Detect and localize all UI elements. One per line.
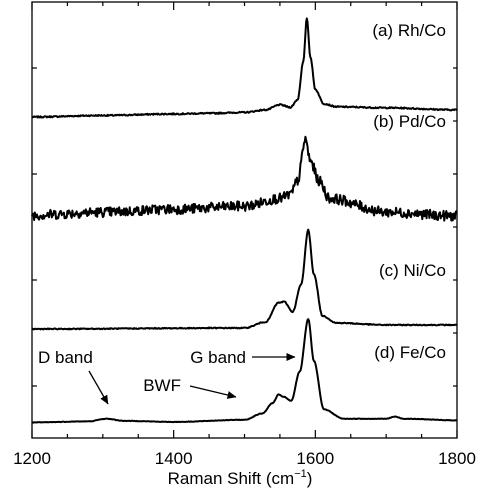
x-tick-label: 1800 bbox=[438, 449, 476, 468]
series-labels: (a) Rh/Co (b) Pd/Co (c) Ni/Co (d) Fe/Co bbox=[372, 21, 446, 362]
x-tick-label: 1400 bbox=[155, 449, 193, 468]
series-label: (d) Fe/Co bbox=[374, 343, 446, 362]
x-tick-label: 1600 bbox=[296, 449, 334, 468]
series-layer bbox=[31, 17, 458, 424]
annotation-arrow bbox=[189, 385, 237, 399]
annotation-label: D band bbox=[38, 348, 93, 367]
annotation-arrow bbox=[88, 370, 109, 405]
series-label: (a) Rh/Co bbox=[372, 21, 446, 40]
plot-frame bbox=[31, 1, 458, 439]
series-line bbox=[31, 318, 458, 424]
series-label: (b) Pd/Co bbox=[373, 112, 446, 131]
series-line bbox=[31, 17, 458, 119]
annotation-label: G band bbox=[190, 348, 246, 367]
annotation-label: BWF bbox=[143, 376, 181, 395]
x-tick-label: 1200 bbox=[13, 449, 51, 468]
annotations: D band G band BWF bbox=[38, 348, 296, 405]
series-label: (c) Ni/Co bbox=[379, 261, 446, 280]
x-axis-label: Raman Shift (cm−1) bbox=[168, 468, 313, 488]
axis-ticks: 1200 1400 1600 1800 bbox=[13, 2, 476, 468]
series-line bbox=[31, 135, 458, 222]
series-line bbox=[31, 228, 458, 331]
